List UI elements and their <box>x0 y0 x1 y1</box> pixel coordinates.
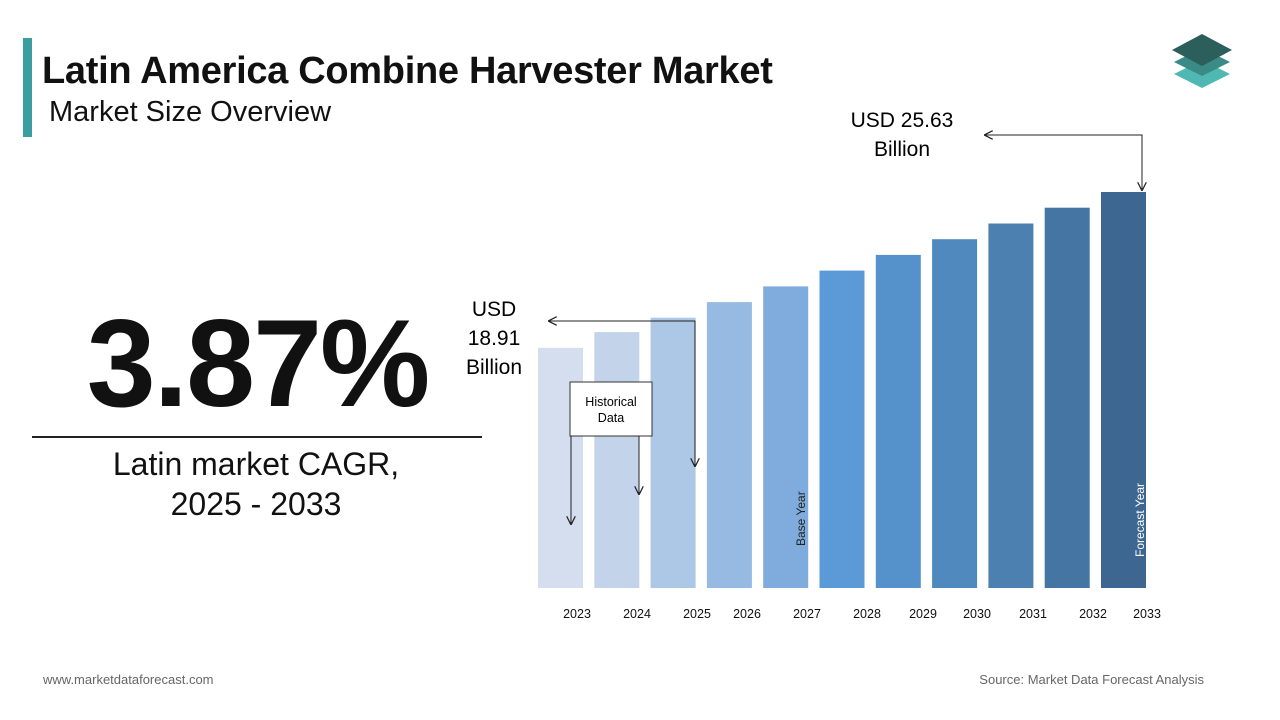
base-year-label: Base Year <box>794 491 808 546</box>
x-tick-label-2026: 2026 <box>733 607 761 621</box>
end-value-arrow <box>985 135 1142 190</box>
end-value-label-line2: Billion <box>874 138 930 161</box>
start-value-label-line2: 18.91 <box>468 327 521 350</box>
bar-2031 <box>988 223 1034 588</box>
bar-2033 <box>1101 192 1146 588</box>
source-footer: Source: Market Data Forecast Analysis <box>979 672 1204 687</box>
page-title: Latin America Combine Harvester Market <box>42 50 773 92</box>
cagr-label-period: 2025 - 2033 <box>170 486 342 522</box>
x-tick-label-2032: 2032 <box>1079 607 1107 621</box>
x-tick-label-2025: 2025 <box>683 607 711 621</box>
end-value-label-line1: USD 25.63 <box>851 109 954 132</box>
x-tick-label-2033: 2033 <box>1133 607 1161 621</box>
bar-2025 <box>650 317 696 588</box>
company-logo-icon <box>1172 34 1232 88</box>
x-tick-label-2030: 2030 <box>963 607 991 621</box>
x-tick-label-2023: 2023 <box>563 607 591 621</box>
page-subtitle: Market Size Overview <box>49 96 332 128</box>
historical-data-box <box>569 381 653 437</box>
bar-2029 <box>875 254 921 588</box>
kpi-divider <box>32 436 482 438</box>
bar-2024 <box>594 332 640 588</box>
x-tick-label-2031: 2031 <box>1019 607 1047 621</box>
cagr-label-line1: Latin market CAGR, <box>112 446 400 482</box>
x-tick-label-2024: 2024 <box>623 607 651 621</box>
x-tick-label-2028: 2028 <box>853 607 881 621</box>
cagr-value: 3.87% <box>86 295 431 433</box>
start-value-arrow <box>549 321 695 466</box>
cagr-label: Latin market CAGR, 2025 - 2033 <box>30 444 482 524</box>
website-footer[interactable]: www.marketdataforecast.com <box>43 672 214 687</box>
historical-data-label-line1: Historical <box>585 395 636 409</box>
bar-2032 <box>1044 207 1090 588</box>
bar-2027 <box>763 286 809 588</box>
start-value-label-line3: Billion <box>466 356 522 379</box>
bar-2030 <box>932 239 978 588</box>
bar-2028 <box>819 270 865 588</box>
bar-2026 <box>706 302 752 588</box>
historical-data-label-line2: Data <box>598 411 624 425</box>
forecast-year-label: Forecast Year <box>1133 483 1147 557</box>
start-value-label-line1: USD <box>472 298 516 321</box>
x-tick-label-2029: 2029 <box>909 607 937 621</box>
x-tick-label-2027: 2027 <box>793 607 821 621</box>
title-accent-bar <box>23 38 32 137</box>
